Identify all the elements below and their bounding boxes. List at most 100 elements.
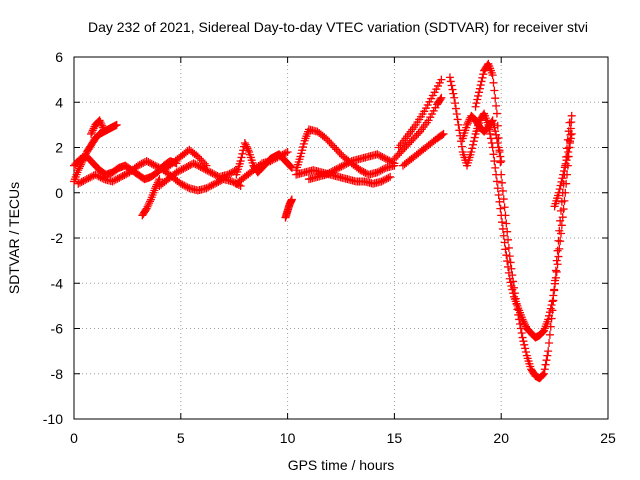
data-point [398,145,407,154]
data-point [328,167,337,176]
data-point [82,175,91,184]
data-point [518,333,527,342]
data-point [557,229,566,238]
data-point [560,196,569,205]
data-point [548,297,557,306]
series-track-16 [398,129,448,170]
grid-lines [74,57,608,419]
data-point [508,271,517,280]
data-point [214,177,223,186]
data-point [242,142,251,151]
data-point [96,118,105,127]
data-point [322,170,331,179]
data-point [475,84,484,93]
y-tick-label: 0 [55,185,63,201]
data-point [99,123,108,132]
data-point [514,310,523,319]
data-point [549,291,558,300]
series-track-21 [550,129,576,211]
x-tick-label: 20 [493,430,509,446]
data-point [193,152,202,161]
x-tick-label: 10 [280,430,296,446]
data-point [151,161,160,170]
data-point [342,159,351,168]
data-point [457,142,466,151]
data-point [237,153,246,162]
data-point [205,182,214,191]
data-point [180,181,189,190]
data-point [520,340,529,349]
data-point [202,161,211,170]
data-point [390,154,399,163]
data-point [266,157,275,166]
data-point [77,177,86,186]
data-point [491,163,500,172]
data-point [95,116,104,125]
data-point [558,174,567,183]
data-point [542,356,551,365]
data-point [330,166,339,175]
data-point [560,163,569,172]
data-point [332,145,341,154]
data-point [503,257,512,266]
x-tick-label: 0 [70,430,78,446]
data-point [469,137,478,146]
y-tick-label: 2 [55,140,63,156]
data-point [330,143,339,152]
data-point [556,237,565,246]
data-point [463,119,472,128]
data-point [469,140,478,149]
y-tick-label: -10 [43,411,63,427]
series-track-8 [232,138,296,179]
data-point [361,168,370,177]
data-point [75,178,84,187]
data-point [555,244,564,253]
data-point [88,126,97,135]
data-point [395,149,404,158]
series-track-13 [304,150,399,184]
data-point [196,162,205,171]
data-point [376,166,385,175]
data-point [541,360,550,369]
data-point [184,162,193,171]
data-point [195,154,204,163]
data-point [552,256,561,265]
data-point [404,140,413,149]
data-point [495,197,504,206]
data-point [381,175,390,184]
data-point [146,158,155,167]
data-point [554,188,563,197]
data-point [540,365,549,374]
data-point [380,164,389,173]
data-point [193,161,202,170]
data-point [115,173,124,182]
data-point [453,115,462,124]
data-point [275,152,284,161]
series-track-7 [159,145,211,175]
data-point [566,134,575,143]
data-point [244,146,253,155]
data-point [497,170,506,179]
data-point [454,120,463,129]
data-point [375,167,384,176]
data-point [146,197,155,206]
data-point [501,245,510,254]
data-point [492,177,501,186]
data-point [550,285,559,294]
data-point [384,173,393,182]
data-point [470,133,479,142]
data-point [551,273,560,282]
x-tick-label: 25 [600,430,616,446]
data-point [243,144,252,153]
data-point [385,156,394,165]
data-point [490,123,499,132]
data-point [118,172,127,181]
data-point [474,91,483,100]
data-point [201,165,210,174]
data-point [402,142,411,151]
data-point [373,168,382,177]
data-point [562,179,571,188]
data-point [378,165,387,174]
data-point [135,160,144,169]
series-track-20 [539,111,576,335]
